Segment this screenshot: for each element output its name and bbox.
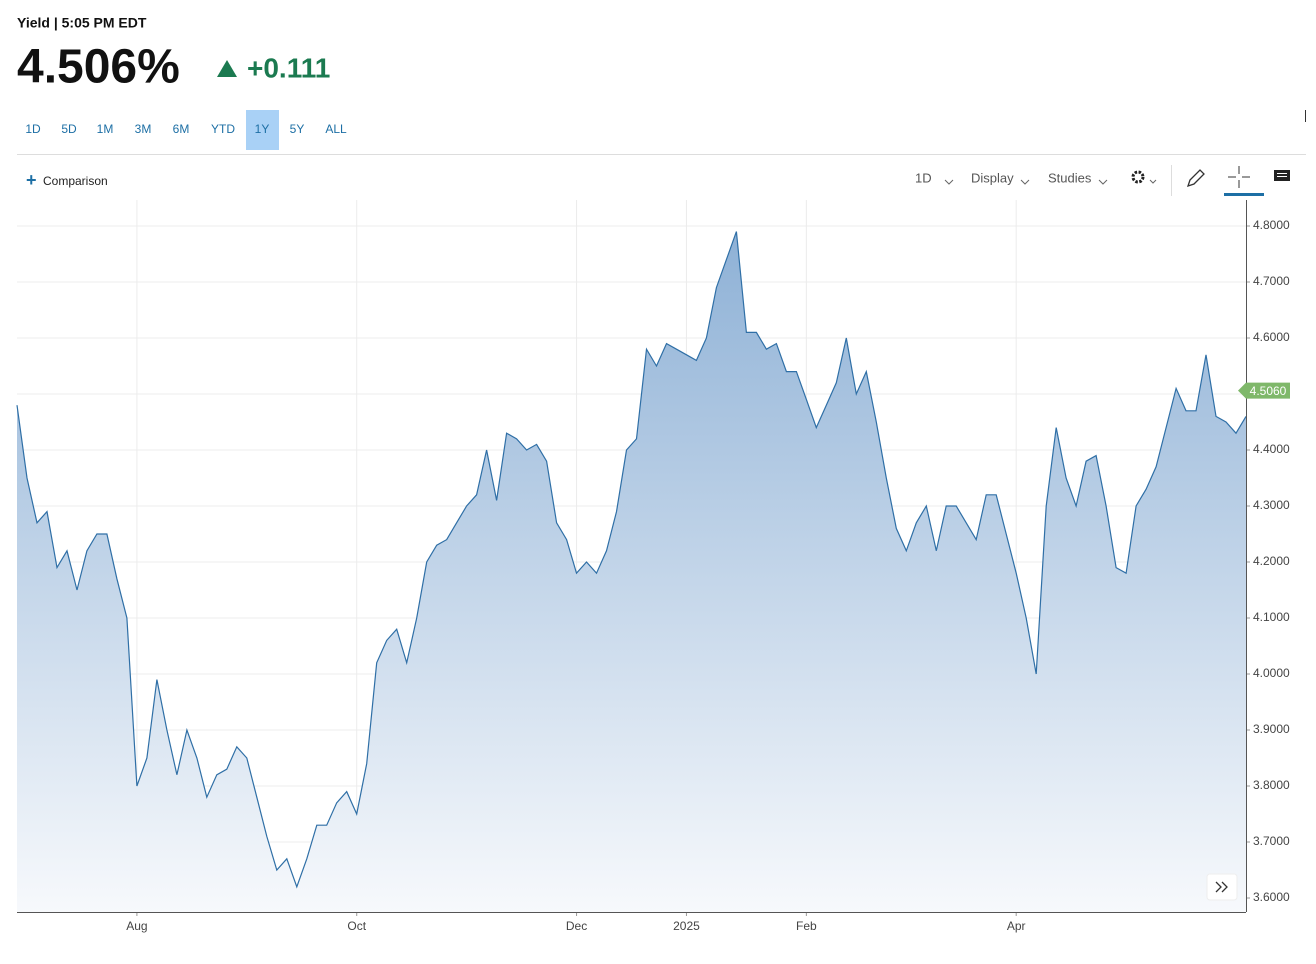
settings-icon[interactable] bbox=[1131, 170, 1145, 184]
y-tick-label: 4.4000 bbox=[1253, 442, 1290, 456]
x-tick-label: 2025 bbox=[673, 919, 700, 933]
last-value-tag bbox=[1238, 382, 1290, 399]
range-button[interactable]: 5D bbox=[61, 122, 77, 136]
price: 4.506% bbox=[17, 41, 180, 94]
chevron bbox=[1149, 179, 1157, 184]
y-tick-label: 4.2000 bbox=[1253, 554, 1290, 568]
x-tick-label: Oct bbox=[347, 919, 366, 933]
x-tick-label: Aug bbox=[126, 919, 147, 933]
display-button[interactable]: Display bbox=[971, 170, 1014, 185]
y-tick-label: 4.6000 bbox=[1253, 330, 1290, 344]
up-arrow bbox=[217, 60, 237, 77]
y-tick-label: 3.8000 bbox=[1253, 778, 1290, 792]
comment-icon[interactable] bbox=[1274, 170, 1290, 181]
x-tick-label: Feb bbox=[796, 919, 817, 933]
range-button[interactable]: 5Y bbox=[290, 122, 305, 136]
comment-icon-lines bbox=[1277, 173, 1287, 177]
active-tab bbox=[1224, 193, 1264, 196]
y-tick-label: 4.7000 bbox=[1253, 274, 1290, 288]
interval-button[interactable]: 1D bbox=[915, 170, 932, 185]
draw-icon[interactable] bbox=[1186, 169, 1205, 188]
line bbox=[16, 231, 1247, 889]
range-button[interactable]: 1M bbox=[97, 122, 114, 136]
y-tick-label: 4.8000 bbox=[1253, 218, 1290, 232]
y-tick-label: 4.0000 bbox=[1253, 666, 1290, 680]
x-tick-label: Apr bbox=[1007, 919, 1026, 933]
change: +0.111 bbox=[247, 52, 330, 83]
y-tick-label: 3.9000 bbox=[1253, 722, 1290, 736]
crosshair-icon[interactable] bbox=[1228, 166, 1250, 188]
comparison-button[interactable]: Comparison bbox=[43, 174, 108, 188]
plus-icon[interactable]: + bbox=[26, 170, 37, 190]
y-tick-label: 3.6000 bbox=[1253, 890, 1290, 904]
scroll-button[interactable] bbox=[1206, 873, 1238, 901]
selected-range-bg bbox=[246, 110, 279, 150]
range-button[interactable]: 3M bbox=[135, 122, 152, 136]
y-tick-label: 4.3000 bbox=[1253, 498, 1290, 512]
last-value-label: 4.5060 bbox=[1250, 384, 1287, 398]
chevron bbox=[1098, 179, 1108, 185]
chevron bbox=[1020, 179, 1030, 185]
y-tick-label: 4.1000 bbox=[1253, 610, 1290, 624]
x-tick-label: Dec bbox=[566, 919, 587, 933]
range-button[interactable]: ALL bbox=[325, 122, 347, 136]
studies-button[interactable]: Studies bbox=[1048, 170, 1092, 185]
range-button[interactable]: 1Y bbox=[255, 122, 270, 136]
area-fill bbox=[17, 231, 1246, 913]
scroll-icon bbox=[1215, 881, 1228, 893]
range-button[interactable]: 6M bbox=[173, 122, 190, 136]
range-button[interactable]: YTD bbox=[211, 122, 235, 136]
chevron bbox=[944, 179, 954, 185]
range-button[interactable]: 1D bbox=[25, 122, 41, 136]
y-tick-label: 3.7000 bbox=[1253, 834, 1290, 848]
header-label: Yield | 5:05 PM EDT bbox=[17, 15, 147, 31]
